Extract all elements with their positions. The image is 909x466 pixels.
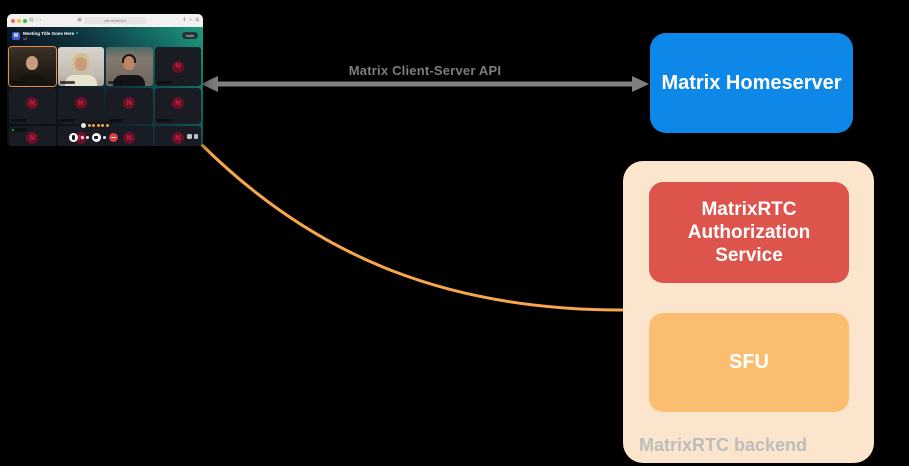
avatar: N <box>74 97 87 110</box>
sidebar-icon[interactable]: ▤ <box>29 17 34 23</box>
avatar: N <box>171 132 184 145</box>
arrowhead-right-icon <box>632 76 649 92</box>
reaction-picker-icon[interactable] <box>81 122 86 128</box>
address-bar[interactable]: call.element.io <box>84 17 147 24</box>
participant-name-tag <box>11 80 26 84</box>
control-dot[interactable] <box>103 136 106 139</box>
reaction-icon[interactable] <box>87 123 91 127</box>
reaction-icon[interactable] <box>92 123 95 127</box>
video-tile-avatar[interactable]: N <box>9 126 56 146</box>
address-bar-url: call.element.io <box>103 18 127 23</box>
camera-button[interactable] <box>91 133 101 142</box>
video-tile-speaker[interactable] <box>9 47 56 86</box>
matrix-homeserver-label: Matrix Homeserver <box>661 71 842 94</box>
video-tile-avatar[interactable]: N <box>154 126 201 146</box>
headphones-icon <box>122 54 137 63</box>
close-window-button[interactable] <box>11 18 15 23</box>
new-tab-icon[interactable]: ＋ <box>188 17 194 23</box>
participant-body <box>64 75 97 86</box>
share-icon[interactable]: ⬆ <box>182 17 187 23</box>
tabs-overview-icon[interactable]: ⧉ <box>195 17 200 23</box>
zoom-window-button[interactable] <box>23 18 27 23</box>
video-tile-avatar[interactable]: N <box>106 88 153 124</box>
control-dot[interactable] <box>80 136 84 139</box>
video-tile-avatar[interactable]: N <box>154 88 201 124</box>
back-icon[interactable]: ‹ <box>35 17 38 23</box>
minimize-window-button[interactable] <box>17 18 21 23</box>
options-icon[interactable] <box>193 134 198 139</box>
participant-face <box>74 57 87 71</box>
participant-name-tag <box>59 80 75 84</box>
api-arrow-label: Matrix Client-Server API <box>348 63 502 78</box>
sfu-label: SFU <box>729 351 769 373</box>
participant-name-tag <box>59 118 75 122</box>
participant-body <box>113 75 146 86</box>
status-badge <box>11 128 27 132</box>
avatar: N <box>171 97 184 110</box>
control-dot[interactable] <box>86 136 89 139</box>
meeting-title: Meeting Title Goes Here <box>23 30 75 36</box>
participant-body <box>16 75 49 86</box>
client-sfu-curve <box>199 142 624 312</box>
app-logo-letter: M <box>13 32 19 39</box>
avatar: N <box>123 97 136 110</box>
video-tile-avatar[interactable]: N <box>9 88 56 124</box>
app-logo: M <box>12 31 20 40</box>
forward-icon[interactable]: › <box>39 17 42 23</box>
fullscreen-icon[interactable] <box>187 134 192 139</box>
reaction-icon[interactable] <box>105 123 109 127</box>
invite-button[interactable]: Invite <box>181 32 198 39</box>
participant-name-tag <box>156 80 172 84</box>
participant-name-tag <box>108 80 123 84</box>
video-tile-grid: N N N N N <box>7 45 203 146</box>
avatar: N <box>123 132 136 145</box>
camera-icon <box>93 136 99 139</box>
meeting-title-block: Meeting Title Goes Here 12 <box>23 30 79 41</box>
call-header: M Meeting Title Goes Here 12 Invite <box>7 27 203 44</box>
participant-count: 12 <box>23 36 27 41</box>
matrixrtc-backend-label: MatrixRTC backend <box>639 435 808 455</box>
participant-name-tag <box>156 118 172 122</box>
live-dot-icon <box>12 129 14 131</box>
authorization-service-label: MatrixRTC Authorization Service <box>687 198 811 267</box>
participant-name-tag <box>108 118 123 122</box>
call-app-view: M Meeting Title Goes Here 12 Invite <box>7 27 203 146</box>
microphone-icon <box>72 135 75 140</box>
microphone-button[interactable] <box>69 133 78 142</box>
invite-button-label: Invite <box>185 33 194 38</box>
arrowhead-left-icon <box>201 76 218 92</box>
participant-name-tag <box>11 118 26 122</box>
matrix-homeserver-box: Matrix Homeserver <box>650 33 853 133</box>
element-call-screenshot: ▤ ‹ › ▣ call.element.io ⬆ ＋ ⧉ M Meeting … <box>7 14 203 146</box>
call-controls <box>69 133 118 142</box>
hangup-button[interactable] <box>108 133 118 142</box>
participant-face <box>26 56 39 70</box>
video-tile-avatar[interactable]: N <box>57 88 104 124</box>
authorization-service-box: MatrixRTC Authorization Service <box>649 182 849 283</box>
sfu-box: SFU <box>649 313 849 412</box>
avatar: N <box>171 60 184 73</box>
reaction-icon[interactable] <box>96 123 100 127</box>
hangup-icon <box>110 136 116 139</box>
reactions-bar <box>79 121 111 129</box>
reaction-icon[interactable] <box>101 123 104 127</box>
video-tile[interactable] <box>106 47 153 86</box>
video-tile-avatar[interactable]: N <box>154 47 201 86</box>
encryption-status-icon <box>76 32 79 34</box>
shield-icon[interactable]: ▣ <box>77 17 83 23</box>
avatar: N <box>26 132 39 145</box>
browser-chrome-bar: ▤ ‹ › ▣ call.element.io ⬆ ＋ ⧉ <box>7 14 203 27</box>
tile-action-buttons <box>187 134 198 139</box>
video-tile-avatar[interactable]: N <box>106 126 153 146</box>
avatar: N <box>26 97 39 110</box>
video-tile[interactable] <box>57 47 104 86</box>
